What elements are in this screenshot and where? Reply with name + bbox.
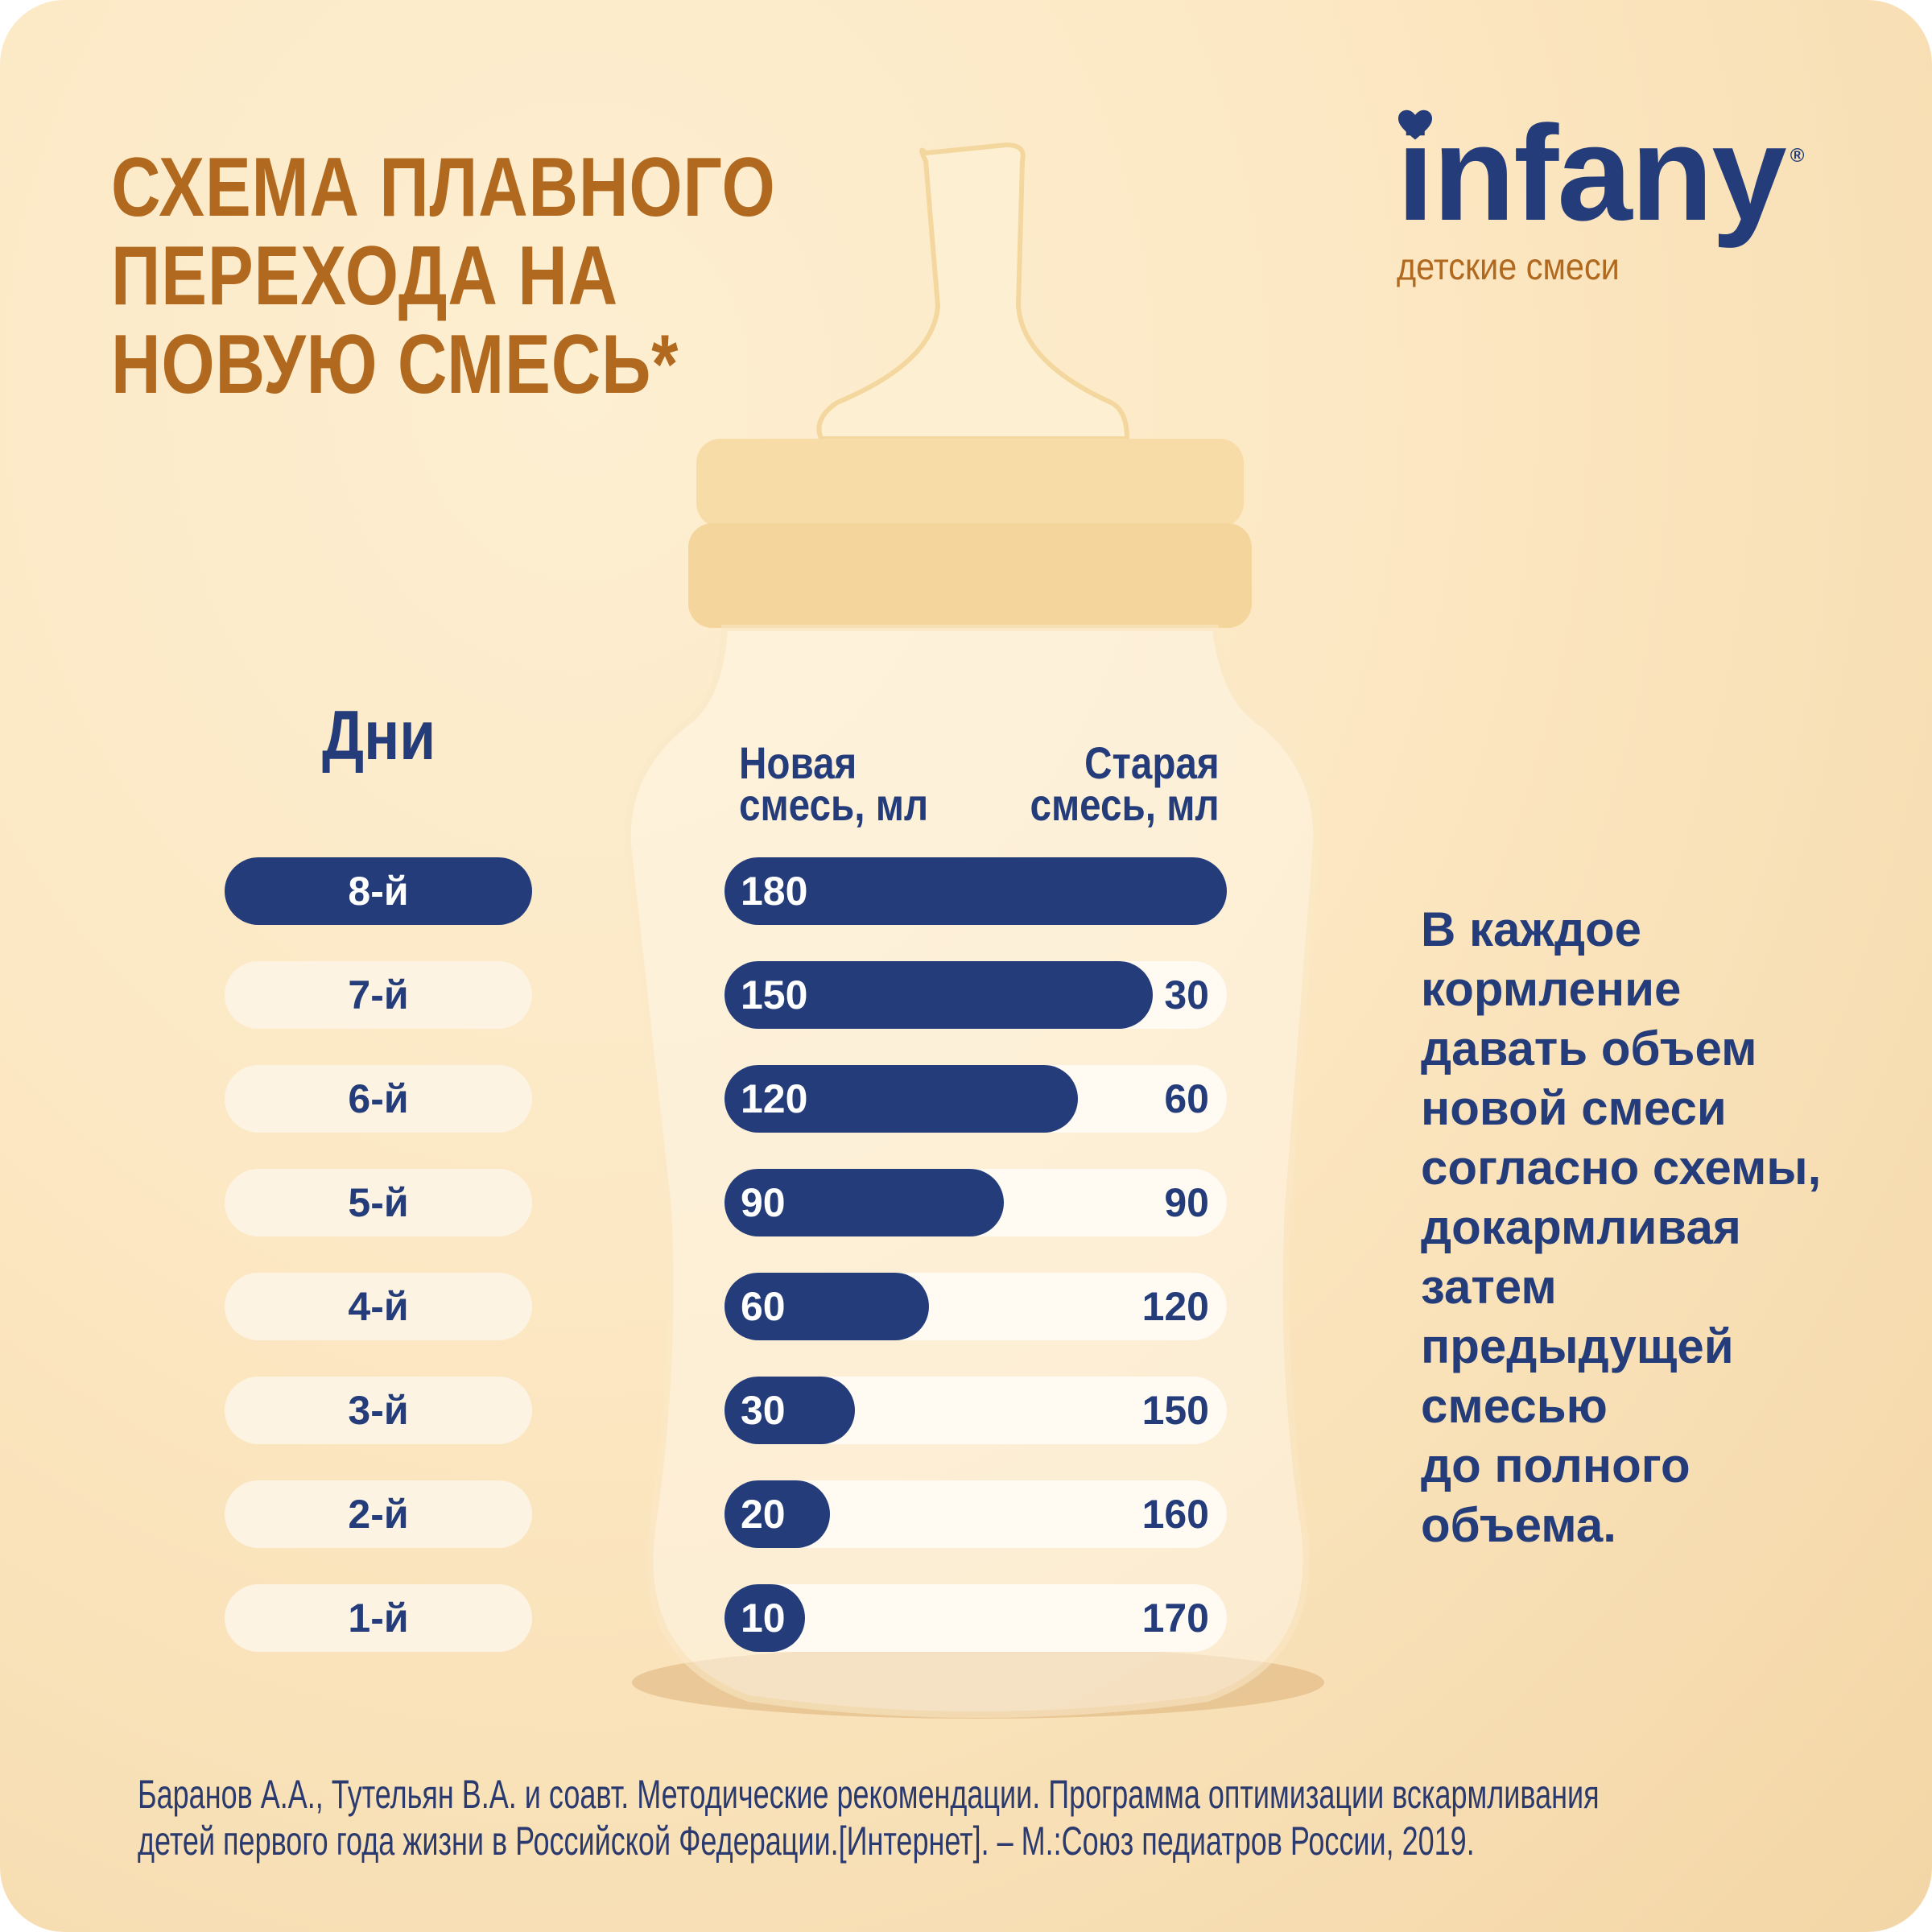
day-pill: 5-й	[225, 1169, 532, 1236]
new-formula-fill	[724, 1169, 1004, 1236]
day-pill: 8-й	[225, 857, 532, 925]
infany-logo: infany ® детские смеси	[1397, 105, 1804, 288]
volume-bar: 30 150	[724, 1377, 1227, 1444]
instruction-text: В каждое кормление давать объем новой см…	[1421, 902, 1822, 1552]
logo-wordmark: infany	[1397, 97, 1787, 249]
old-formula-value: 0	[1187, 869, 1209, 914]
new-formula-value: 60	[741, 1284, 786, 1329]
old-formula-value: 120	[1141, 1284, 1209, 1329]
new-formula-fill	[724, 1480, 830, 1548]
day-pill: 6-й	[225, 1065, 532, 1133]
old-formula-value: 60	[1164, 1076, 1209, 1121]
volume-bar: 10 170	[724, 1584, 1227, 1652]
new-formula-value: 90	[741, 1180, 786, 1225]
registered-mark: ®	[1790, 145, 1805, 167]
volume-bar: 180 0	[724, 857, 1227, 925]
old-formula-header: Старая смесь, мл	[1030, 741, 1220, 828]
new-formula-fill	[724, 961, 1153, 1029]
new-formula-fill	[724, 857, 1227, 925]
new-formula-fill	[724, 1584, 805, 1652]
new-formula-fill	[724, 1065, 1078, 1133]
new-formula-value: 180	[741, 869, 808, 914]
old-formula-value: 90	[1164, 1180, 1209, 1225]
old-formula-value: 160	[1141, 1492, 1209, 1537]
new-formula-value: 10	[741, 1596, 786, 1641]
footnote-reference: Баранов А.А., Тутельян В.А. и соавт. Мет…	[138, 1772, 1600, 1864]
old-formula-value: 30	[1164, 972, 1209, 1018]
volume-bar: 120 60	[724, 1065, 1227, 1133]
old-formula-value: 170	[1141, 1596, 1209, 1641]
volume-bar: 20 160	[724, 1480, 1227, 1548]
new-formula-value: 150	[741, 972, 808, 1018]
new-formula-value: 120	[741, 1076, 808, 1121]
old-formula-header-text: Старая смесь, мл	[1030, 737, 1220, 830]
page-title: СХЕМА ПЛАВНОГО ПЕРЕХОДА НА НОВУЮ СМЕСЬ*	[111, 141, 776, 411]
day-pill: 2-й	[225, 1480, 532, 1548]
days-header: Дни	[322, 697, 436, 774]
volume-bar: 60 120	[724, 1273, 1227, 1340]
new-formula-value: 30	[741, 1388, 786, 1433]
new-formula-header: Новая смесь, мл	[739, 741, 928, 828]
day-pill: 1-й	[225, 1584, 532, 1652]
new-formula-header-text: Новая смесь, мл	[739, 737, 929, 830]
new-formula-fill	[724, 1273, 929, 1340]
logo-subtitle: детские смеси	[1397, 246, 1620, 287]
logo-row: infany ®	[1397, 105, 1804, 242]
new-formula-fill	[724, 1377, 855, 1444]
day-pill: 4-й	[225, 1273, 532, 1340]
day-pill: 7-й	[225, 961, 532, 1029]
volume-bar: 150 30	[724, 961, 1227, 1029]
volume-bar: 90 90	[724, 1169, 1227, 1236]
old-formula-value: 150	[1141, 1388, 1209, 1433]
day-pill: 3-й	[225, 1377, 532, 1444]
heart-icon	[1398, 109, 1432, 140]
new-formula-value: 20	[741, 1492, 786, 1537]
